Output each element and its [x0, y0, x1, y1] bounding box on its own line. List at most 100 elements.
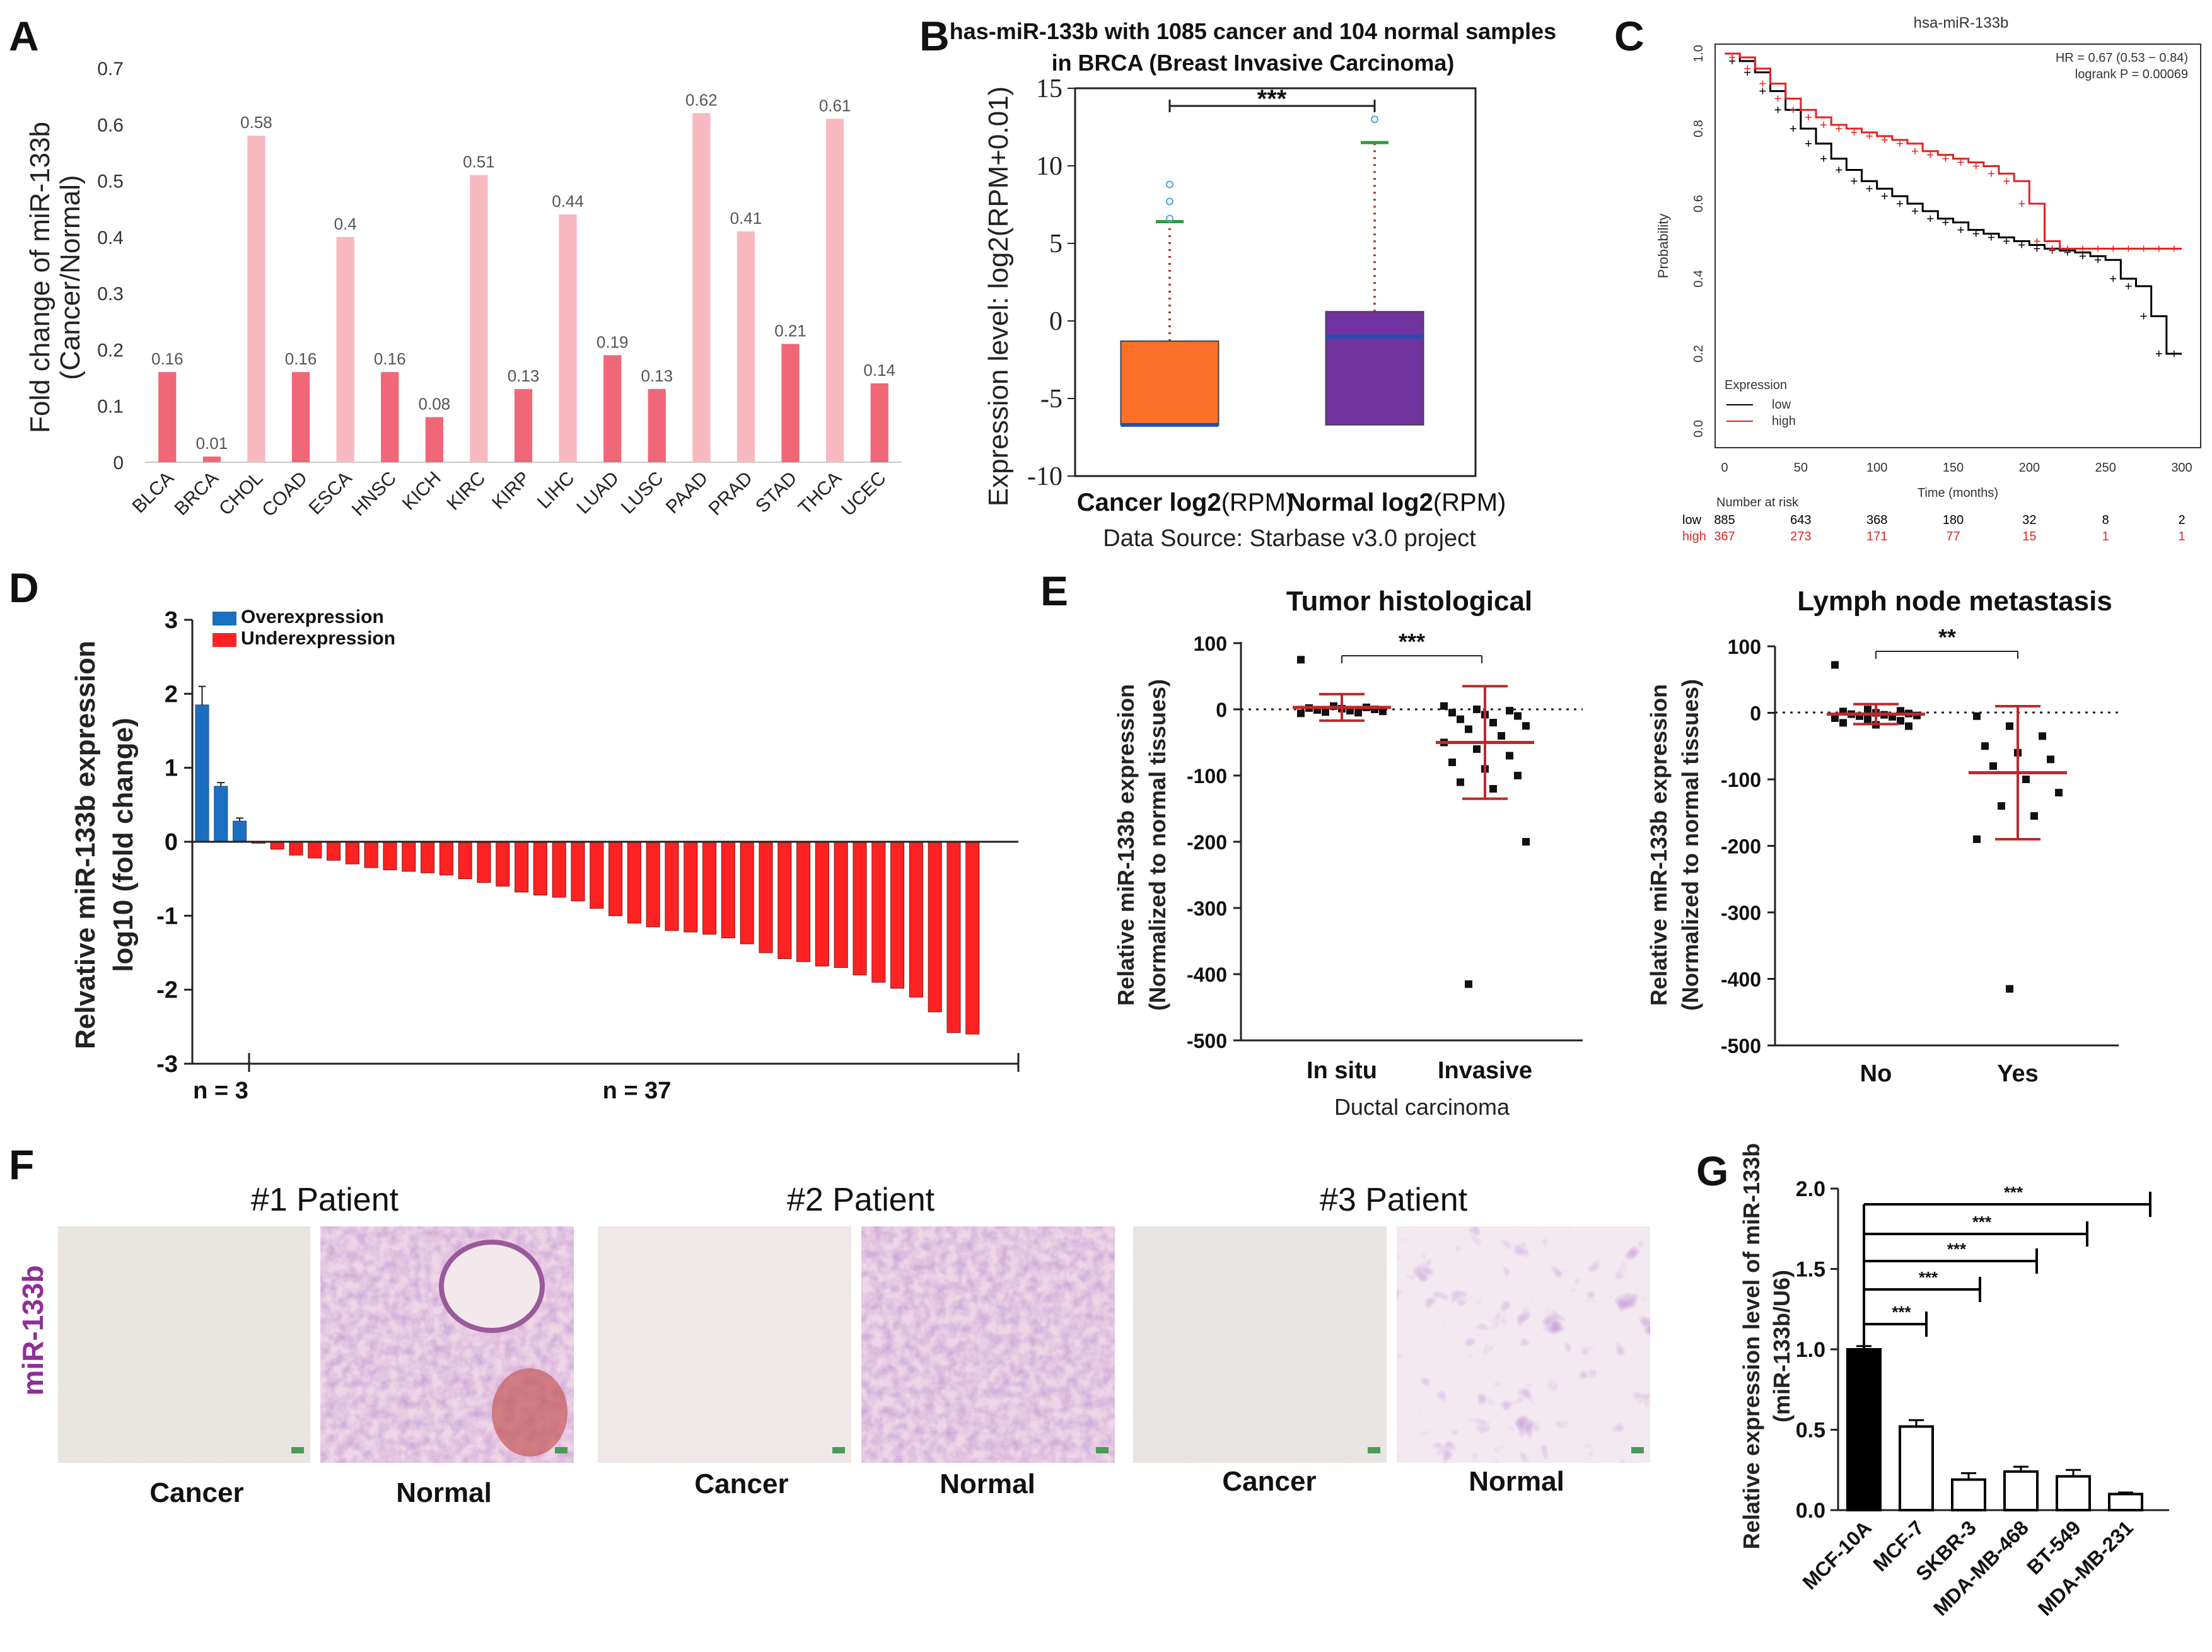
panel-c-stats-line2: logrank P = 0.00069 — [2075, 67, 2188, 81]
panel-b-ytick-label: 10 — [1036, 152, 1062, 181]
panel-c-censor-high — [1942, 155, 1949, 162]
panel-a-ytick: 0.3 — [97, 284, 124, 305]
panel-c-censor-high — [1988, 170, 1994, 177]
panel-c-risk-title: Number at risk — [1716, 496, 1799, 509]
panel-c-censor-high — [2095, 245, 2102, 252]
panel-c-censor-low — [1957, 226, 1964, 233]
panel-a-bar-luad — [603, 355, 622, 462]
panel-c-censor-high — [1957, 159, 1964, 166]
panel-c-legend-high: high — [1772, 414, 1796, 428]
panel-e1-point — [1522, 722, 1530, 730]
panel-d-bar-under — [345, 841, 359, 864]
panel-c-censor-high — [2110, 245, 2117, 252]
panel-b-title-line1: has-miR-133b with 1085 cancer and 104 no… — [950, 18, 1556, 44]
panel-e2-point — [2039, 732, 2046, 740]
panel-a-value-label: 0.16 — [374, 349, 406, 368]
panel-f-label-1-normal: Normal — [396, 1477, 492, 1508]
panel-c-censor-low — [2140, 313, 2147, 320]
panel-c-censor-low — [2095, 257, 2102, 264]
panel-c-censor-high — [2140, 245, 2147, 252]
panel-e1-xlabel: Ductal carcinoma — [1334, 1094, 1510, 1120]
panel-g-bar-chart: Relative expression level of miR-133b (m… — [1738, 1143, 2169, 1620]
panel-e1-ytick-label: -100 — [1187, 765, 1227, 788]
panel-c-stats-line1: HR = 0.67 (0.53 − 0.84) — [2056, 51, 2188, 65]
panel-b-cat-normal: Normal log2(RPM) — [1288, 489, 1506, 516]
panel-c-censor-high — [1881, 136, 1888, 143]
panel-a-bar-esca — [336, 236, 354, 462]
panel-c-xtick: 250 — [2095, 461, 2116, 475]
panel-d-bar-under — [552, 841, 566, 898]
panel-f-patient-1: #1 Patient — [251, 1182, 399, 1218]
panel-f-image-3-cancer — [1133, 1226, 1387, 1463]
panel-d-bar-under — [383, 841, 397, 871]
panel-c-xtick: 200 — [2019, 461, 2040, 475]
panel-c-title: hsa-miR-133b — [1914, 15, 2009, 32]
panel-g-significance: *** — [1919, 1268, 1938, 1287]
panel-g-category-label: MCF-10A — [1798, 1516, 1876, 1594]
panel-e1-point — [1322, 708, 1329, 716]
panel-c-risk-value: 1 — [2102, 530, 2109, 544]
panel-f-label-3-normal: Normal — [1469, 1466, 1564, 1497]
panel-e1-point — [1506, 707, 1513, 715]
panel-b-footnote: Data Source: Starbase v3.0 project — [1103, 525, 1476, 552]
panel-c-risk-value: 368 — [1866, 513, 1887, 527]
panel-f-image-3-normal — [1397, 1226, 1650, 1463]
panel-a-value-label: 0.16 — [151, 349, 183, 368]
panel-a-value-label: 0.21 — [774, 322, 806, 340]
panel-d-legend-under: Underexpression — [241, 628, 395, 649]
panel-c-censor-low — [1820, 155, 1827, 162]
panel-e1-ytick-label: -400 — [1187, 963, 1227, 986]
panel-b-ytick-label: -5 — [1040, 385, 1062, 414]
panel-c-censor-low — [1774, 107, 1781, 113]
panel-e1-ylabel-line2: (Normalized to normal tissues) — [1144, 679, 1170, 1011]
panel-b-box-plot: has-miR-133b with 1085 cancer and 104 no… — [950, 18, 1556, 552]
panel-b-cat-cancer-unit: (RPM) — [1221, 489, 1295, 516]
panel-a-value-label: 0.19 — [597, 332, 629, 351]
panel-a-category-label: LUSC — [617, 468, 668, 518]
panel-f-image-1-normal — [320, 1226, 574, 1463]
panel-d-bar-under — [270, 841, 284, 850]
panel-b-ytick-label: -10 — [1027, 462, 1062, 491]
panel-d-ytick-label: -3 — [156, 1051, 178, 1078]
panel-a-bar-lusc — [648, 388, 666, 462]
panel-d-bar-under — [928, 841, 942, 1013]
panel-e2-point — [1897, 717, 1904, 725]
panel-c-censor-high — [1774, 95, 1781, 102]
panel-c-xtick: 300 — [2171, 461, 2192, 475]
panel-d-bar-under — [308, 841, 322, 859]
panel-b-box-normal — [1325, 311, 1424, 426]
panel-c-risk-value: 77 — [1946, 530, 1960, 544]
panel-g-ytick-label: 0.5 — [1796, 1419, 1825, 1443]
panel-d-legend-under-swatch — [212, 633, 236, 647]
panel-a-bar-blca — [158, 372, 177, 462]
panel-c-censor-low — [1896, 201, 1903, 207]
panel-b-outlier-normal — [1371, 115, 1378, 124]
panel-c-censor-low — [2018, 241, 2025, 248]
panel-e2-point — [2047, 755, 2054, 764]
panel-e1-ytick-label: -200 — [1187, 831, 1227, 854]
panel-a-bar-paad — [692, 113, 711, 462]
panel-c-censor-high — [1896, 140, 1903, 147]
panel-c-ylabel: Probability — [1655, 214, 1671, 279]
panel-c-censor-high — [1866, 132, 1873, 139]
panel-c-ytick: 0.0 — [1692, 420, 1706, 438]
panel-b-ylabel: Expression level: log2(RPM+0.01) — [983, 86, 1014, 506]
panel-label-b: B — [919, 13, 950, 59]
panel-c-censor-high — [1805, 114, 1812, 121]
panel-e2-ytick-label: -200 — [1721, 835, 1761, 858]
panel-e1-point — [1440, 702, 1448, 710]
panel-d-bar-under — [458, 841, 472, 880]
panel-e1-point — [1457, 778, 1464, 786]
panel-a-category-label: STAD — [752, 468, 801, 517]
panel-e2-point — [1989, 762, 1997, 770]
panel-e1-point — [1379, 707, 1387, 716]
panel-a-ylabel-line2: (Cancer/Normal) — [55, 175, 86, 380]
panel-g-bar — [1951, 1478, 1986, 1512]
panel-g-ytick-label: 1.0 — [1796, 1338, 1825, 1362]
panel-label-d: D — [9, 564, 39, 611]
panel-c-ytick: 1.0 — [1692, 45, 1706, 62]
panel-a-value-label: 0.01 — [196, 434, 228, 453]
panel-d-bar-under — [590, 841, 604, 909]
panel-c-risk-value: 2 — [2178, 513, 2185, 527]
panel-c-xtick: 100 — [1866, 461, 1887, 475]
